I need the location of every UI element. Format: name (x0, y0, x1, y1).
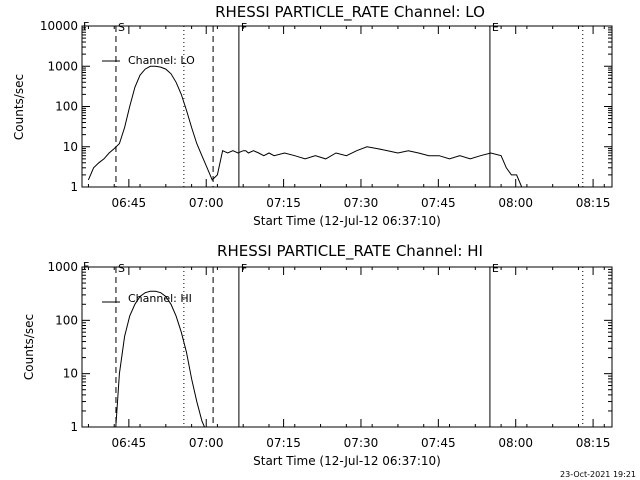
marker-label-hi: F (241, 262, 247, 275)
marker-label-hi: S (118, 262, 125, 275)
x-tick-label-hi: 07:15 (266, 436, 301, 450)
x-axis-label-hi: Start Time (12-Jul-12 06:37:10) (253, 454, 441, 468)
y-tick-label-lo: 10 (63, 140, 78, 154)
chart-panel-lo: RHESSI PARTICLE_RATE Channel: LO Start T… (12, 3, 485, 228)
y-axis-label-hi: Counts/sec (22, 314, 36, 380)
marker-label-lo: E (492, 21, 499, 34)
y-tick-label-lo: 100 (55, 100, 78, 114)
y-tick-label-lo: 1 (70, 180, 78, 194)
y-tick-label-lo: 10000 (40, 19, 78, 33)
chart-title-hi: RHESSI PARTICLE_RATE Channel: HI (217, 242, 483, 261)
x-tick-label-lo: 07:00 (189, 196, 224, 210)
x-tick-label-lo: 08:00 (498, 196, 533, 210)
series-line-hi (115, 290, 205, 428)
marker-label-lo: S (118, 21, 125, 34)
x-tick-label-lo: 06:45 (112, 196, 147, 210)
legend-label-lo: Channel: LO (128, 54, 195, 67)
y-tick-label-hi: 1000 (47, 260, 78, 274)
x-axis-label-lo: Start Time (12-Jul-12 06:37:10) (253, 214, 441, 228)
x-tick-label-hi: 08:15 (576, 436, 611, 450)
y-tick-label-hi: 1 (70, 420, 78, 434)
x-tick-label-lo: 08:15 (576, 196, 611, 210)
x-tick-label-hi: 07:45 (421, 436, 456, 450)
x-tick-label-hi: 07:00 (189, 436, 224, 450)
footer-timestamp: 23-Oct-2021 19:21 (560, 470, 636, 479)
plot-area-lo: 06:45 07:00 07:15 07:30 07:45 08:00 08:15 1 10 10… (40, 19, 613, 210)
marker-label-hi: E (492, 262, 499, 275)
plot-frame-hi (81, 266, 613, 428)
y-tick-label-hi: 10 (63, 367, 78, 381)
plot-area-hi: 06:45 07:00 07:15 07:30 07:45 08:00 08:15 1 10 10… (47, 260, 613, 450)
x-tick-label-lo: 07:15 (266, 196, 301, 210)
chart-title-lo: RHESSI PARTICLE_RATE Channel: LO (215, 3, 485, 22)
x-tick-label-hi: 06:45 (112, 436, 147, 450)
marker-label-lo: F (241, 21, 247, 34)
x-tick-label-hi: 07:30 (344, 436, 379, 450)
y-axis-label-lo: Counts/sec (12, 74, 26, 140)
series-line-lo (87, 65, 594, 188)
x-tick-label-lo: 07:45 (421, 196, 456, 210)
x-tick-label-lo: 07:30 (344, 196, 379, 210)
x-tick-label-hi: 08:00 (498, 436, 533, 450)
legend-label-hi: Channel: HI (128, 292, 192, 305)
y-tick-label-lo: 1000 (47, 59, 78, 73)
y-tick-label-hi: 100 (55, 313, 78, 327)
